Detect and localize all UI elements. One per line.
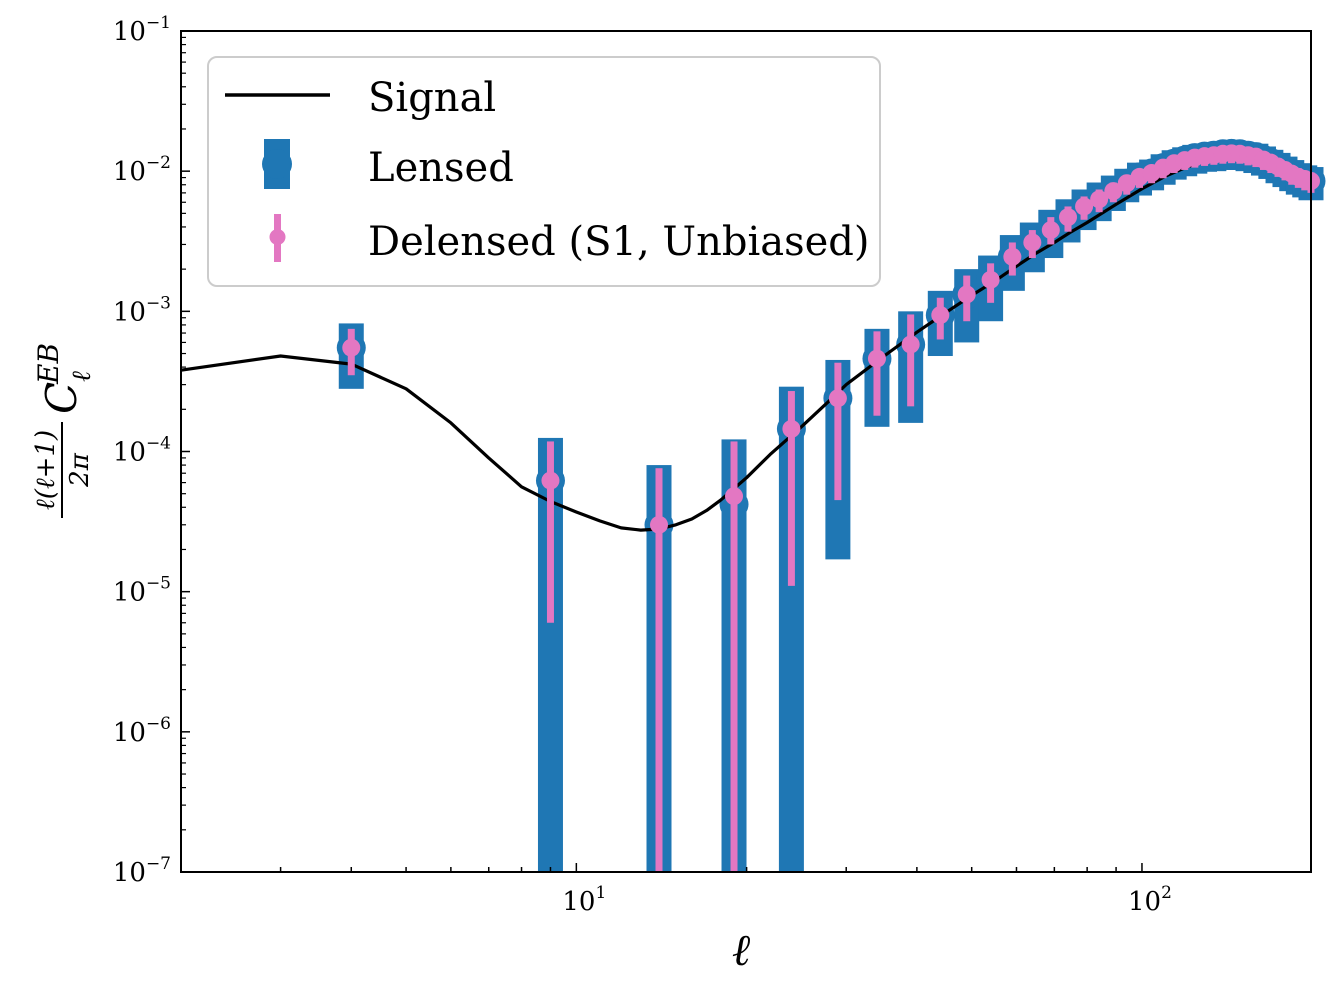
delensed-point — [1104, 182, 1123, 201]
legend-box — [207, 56, 881, 287]
delensed-point — [782, 419, 801, 438]
delensed-errorbar — [730, 441, 738, 872]
delensed-point — [541, 471, 560, 490]
delensed-point — [931, 306, 950, 325]
y-label-denominator: 2π — [65, 452, 95, 488]
y-tick-label: 10−5 — [113, 574, 171, 608]
delensed-point — [1058, 208, 1077, 227]
x-axis-label: ℓ — [732, 925, 751, 976]
axis-ticks — [180, 30, 1143, 873]
y-label-numerator: ℓ(ℓ+1) — [31, 430, 61, 510]
y-tick-label: 10−4 — [113, 434, 171, 468]
y-label-superscript: EB — [32, 343, 65, 385]
legend-signal-label: Signal — [368, 75, 496, 121]
delensed-point — [1090, 190, 1109, 209]
y-tick-label: 10−6 — [113, 714, 171, 748]
delensed-point — [981, 270, 1000, 289]
y-axis-label: ℓ(ℓ+1) 2π C EB ℓ — [31, 343, 97, 518]
delensed-errorbar — [787, 391, 795, 586]
y-tick-label: 10−2 — [113, 153, 171, 187]
delensed-errorbar — [907, 314, 915, 407]
delensed-point — [828, 389, 847, 408]
y-label-subscript: ℓ — [67, 371, 97, 382]
delensed-errorbar — [834, 362, 842, 501]
delensed-errorbar — [546, 441, 554, 623]
delensed-point — [725, 487, 744, 506]
delensed-point — [1075, 197, 1094, 216]
delensed-point — [650, 515, 669, 534]
legend: Signal Lensed Delensed (S1, Unbiased) — [207, 56, 881, 287]
delensed-point — [1041, 221, 1060, 240]
legend-lensed-swatch-marker — [262, 149, 292, 179]
delensed-errorbar — [655, 468, 663, 872]
legend-delensed-swatch-marker — [269, 229, 286, 245]
delensed-point — [342, 338, 361, 357]
legend-delensed-label: Delensed (S1, Unbiased) — [368, 219, 870, 265]
delensed-point — [867, 349, 886, 368]
delensed-point — [1023, 233, 1042, 252]
x-tick-label: 102 — [1128, 883, 1172, 917]
delensed-point — [901, 335, 920, 354]
delensed-series — [342, 144, 1320, 872]
delensed-point — [1003, 247, 1022, 266]
y-tick-label: 10−1 — [113, 13, 171, 47]
x-tick-label: 101 — [562, 883, 606, 917]
delensed-point — [957, 285, 976, 304]
y-label-symbol: C — [37, 382, 86, 414]
legend-lensed-label: Lensed — [368, 145, 514, 191]
axis-tick-labels: 101 102 10−7 10−6 10−5 10−4 10−3 10−2 10−1 — [113, 13, 1172, 917]
delensed-errorbar — [873, 331, 881, 416]
y-tick-label: 10−3 — [113, 293, 171, 327]
y-tick-label: 10−7 — [113, 854, 171, 888]
